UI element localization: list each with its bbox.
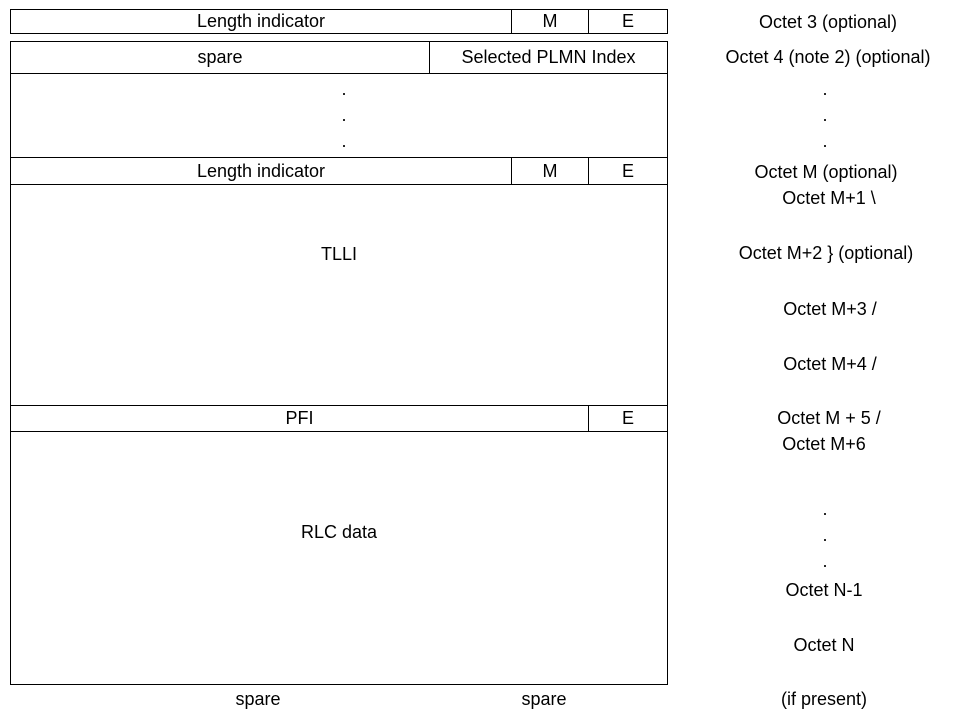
octet-m1-label: Octet M+1 \ xyxy=(782,188,876,208)
rlc-data-label: RLC data xyxy=(300,522,378,542)
ellipsis-dot-3: . xyxy=(341,131,347,151)
m-bit-label-2: M xyxy=(542,160,558,181)
octet-m2-label: Octet M+2 } (optional) xyxy=(738,243,914,263)
pfi-label: PFI xyxy=(285,408,314,428)
if-present-label: (if present) xyxy=(780,689,868,709)
octet-dot-5: . xyxy=(822,525,828,545)
selected-plmn-index-cell: Selected PLMN Index xyxy=(429,41,668,74)
spare-bottom-right: spare xyxy=(521,689,567,709)
ellipsis-dot-1: . xyxy=(341,79,347,99)
selected-plmn-index-label: Selected PLMN Index xyxy=(461,47,636,67)
octet-m3-label: Octet M+3 / xyxy=(783,299,877,319)
octet-dot-3: . xyxy=(822,131,828,151)
length-indicator-cell-2: Length indicator xyxy=(10,157,512,185)
octet-4-label: Octet 4 (note 2) (optional) xyxy=(725,47,931,67)
e-bit-cell-2: E xyxy=(588,157,668,185)
length-indicator-label-2: Length indicator xyxy=(196,160,326,181)
octet-m4-label: Octet M+4 / xyxy=(783,354,877,374)
e-bit-label-1: E xyxy=(621,11,634,31)
octet-n-label: Octet N xyxy=(793,635,855,655)
octet-dot-2: . xyxy=(822,105,828,125)
e-bit-label-3: E xyxy=(621,408,634,428)
octet-3-label: Octet 3 (optional) xyxy=(758,12,898,32)
octet-dot-4: . xyxy=(822,499,828,519)
e-bit-label-2: E xyxy=(621,160,634,181)
spare-label-row2: spare xyxy=(197,47,243,67)
e-bit-cell-3: E xyxy=(588,405,668,432)
octet-n1-label: Octet N-1 xyxy=(785,580,863,600)
octet-dot-6: . xyxy=(822,551,828,571)
m-bit-cell-2: M xyxy=(511,157,589,185)
m-bit-cell-1: M xyxy=(511,9,589,34)
pfi-cell: PFI xyxy=(10,405,589,432)
m-bit-label-1: M xyxy=(542,11,558,31)
rlc-data-block: RLC data xyxy=(10,431,668,685)
octet-m-label: Octet M (optional) xyxy=(754,162,898,182)
length-indicator-cell-1: Length indicator xyxy=(10,9,512,34)
octet-dot-1: . xyxy=(822,79,828,99)
e-bit-cell-1: E xyxy=(588,9,668,34)
spare-bottom-left: spare xyxy=(235,689,281,709)
tlli-block: TLLI xyxy=(10,184,668,406)
spare-cell-row2: spare xyxy=(10,41,430,74)
octet-m5-label: Octet M + 5 / xyxy=(777,408,881,428)
tlli-label: TLLI xyxy=(320,244,358,264)
ellipsis-block xyxy=(10,73,668,158)
octet-m6-label: Octet M+6 xyxy=(782,434,866,454)
length-indicator-label-1: Length indicator xyxy=(196,11,326,31)
ellipsis-dot-2: . xyxy=(341,105,347,125)
